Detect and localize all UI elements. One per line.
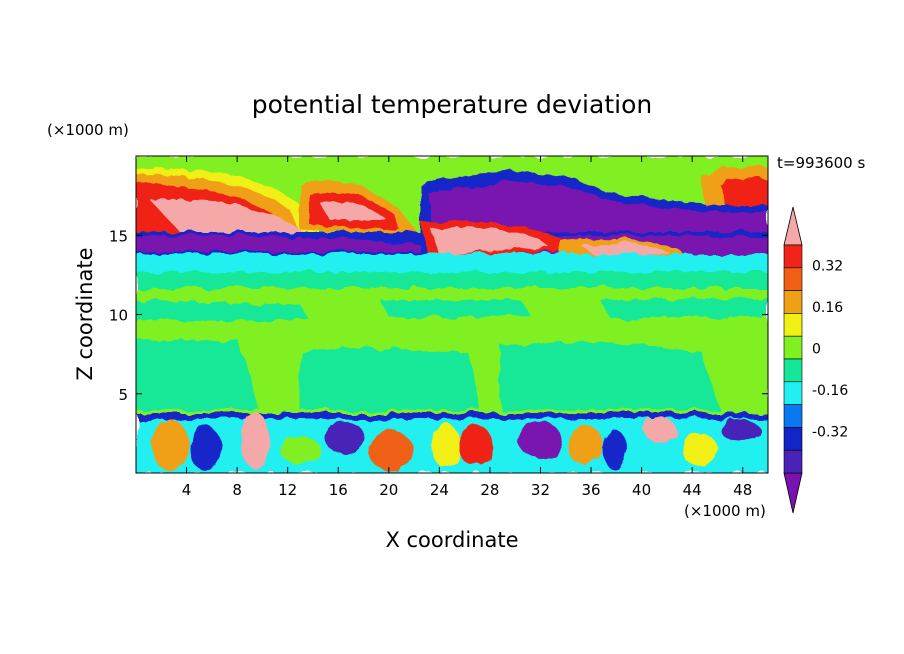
x-tick-label: 16 xyxy=(329,481,348,499)
heatmap-field xyxy=(136,156,768,473)
y-tick-label: 15 xyxy=(109,227,128,245)
y-tick-label: 10 xyxy=(109,307,128,325)
colorbar-max-triangle xyxy=(783,206,803,246)
chart-title: potential temperature deviation xyxy=(252,90,652,119)
x-axis-label: X coordinate xyxy=(385,528,518,552)
time-label: t=993600 s xyxy=(777,154,865,172)
x-tick-label: 20 xyxy=(379,481,398,499)
colorbar-label: -0.32 xyxy=(812,425,848,441)
y-tick-label: 5 xyxy=(118,386,128,404)
x-tick-label: 48 xyxy=(733,481,752,499)
x-tick-label: 40 xyxy=(632,481,651,499)
x-tick-label: 44 xyxy=(683,481,702,499)
x-tick-label: 24 xyxy=(430,481,449,499)
x-tick-label: 28 xyxy=(480,481,499,499)
colorbar-label: 0.16 xyxy=(812,300,843,316)
colorbar-segment xyxy=(783,358,803,383)
colorbar-segment xyxy=(783,267,803,291)
colorbar: 0.32 0.16 0 -0.16 -0.32 xyxy=(783,206,848,514)
colorbar-segment xyxy=(783,313,803,337)
x-tick-label: 4 xyxy=(182,481,192,499)
x-tick-label: 12 xyxy=(278,481,297,499)
x-unit-label: (×1000 m) xyxy=(684,502,766,520)
colorbar-segment xyxy=(783,381,803,405)
colorbar-segment xyxy=(783,335,803,360)
colorbar-segment xyxy=(783,244,803,269)
colorbar-label: -0.16 xyxy=(812,383,848,399)
colorbar-label: 0 xyxy=(812,342,821,358)
field-top-band xyxy=(136,156,768,178)
colorbar-segment xyxy=(783,427,803,451)
colorbar-segment xyxy=(783,404,803,428)
y-unit-label: (×1000 m) xyxy=(47,121,129,139)
x-tick-label: 32 xyxy=(531,481,550,499)
x-tick-label: 8 xyxy=(232,481,242,499)
colorbar-segment xyxy=(783,449,803,474)
x-axis-ticks: 4 8 12 16 20 24 28 32 36 40 44 48 xyxy=(182,156,752,499)
x-tick-label: 36 xyxy=(581,481,600,499)
y-axis-label: Z coordinate xyxy=(73,247,97,380)
colorbar-min-triangle xyxy=(783,472,803,514)
y-axis-ticks: 5 10 15 xyxy=(109,227,768,404)
colorbar-segment xyxy=(783,290,803,314)
colorbar-label: 0.32 xyxy=(812,259,843,275)
